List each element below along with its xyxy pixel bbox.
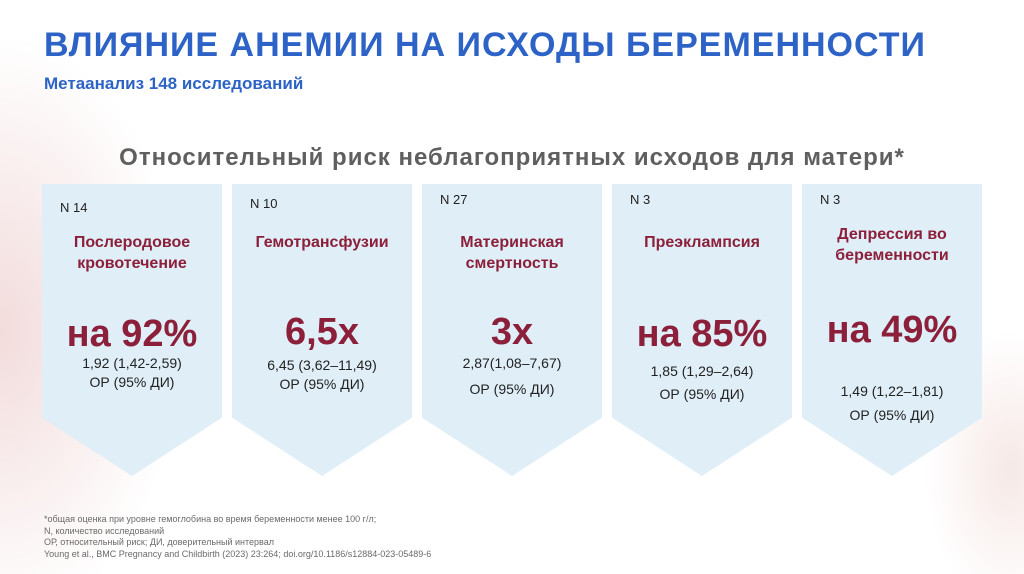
page-title: ВЛИЯНИЕ АНЕМИИ НА ИСХОДЫ БЕРЕМЕННОСТИ (44, 26, 926, 64)
outcome-title: Материнская смертность (422, 232, 602, 274)
outcome-title-line: кровотечение (77, 255, 187, 272)
study-count: N 10 (250, 196, 278, 211)
footnote-line: Young et al., BMC Pregnancy and Childbir… (44, 548, 432, 559)
risk-value: 6,5х (285, 311, 359, 353)
card-preeclampsia: N 3 Преэклампсия на 85% 1,85 (1,29–2,64)… (612, 184, 792, 476)
outcome-title-line: беременности (835, 247, 949, 264)
risk-value: на 49% (826, 309, 958, 351)
risk-ci-label: ОР (95% ДИ) (469, 381, 555, 397)
study-count: N 27 (440, 192, 468, 207)
outcome-title-line: Материнская (460, 234, 564, 251)
outcome-title: Депрессия во беременности (802, 224, 982, 266)
outcome-title-line: Преэклампсия (644, 234, 760, 251)
footnotes: *общая оценка при уровне гемоглобина во … (44, 514, 431, 560)
study-count: N 3 (630, 192, 651, 207)
outcome-title: Гемотрансфузии (232, 232, 412, 253)
risk-ci: 1,92 (1,42-2,59) (82, 355, 182, 371)
study-count: N 14 (60, 200, 88, 215)
risk-ci-label: ОР (95% ДИ) (849, 407, 935, 423)
study-count: N 3 (820, 192, 841, 207)
risk-ci: 1,49 (1,22–1,81) (840, 383, 944, 399)
risk-value: 3х (490, 311, 534, 353)
risk-value: на 85% (636, 313, 768, 355)
outcome-title-line: Гемотрансфузии (255, 234, 389, 251)
risk-value: на 92% (66, 313, 198, 355)
risk-ci-label: ОР (95% ДИ) (279, 376, 365, 392)
section-heading: Относительный риск неблагоприятных исход… (119, 144, 905, 171)
card-transfusion: N 10 Гемотрансфузии 6,5х 6,45 (3,62–11,4… (232, 184, 412, 476)
risk-ci: 1,85 (1,29–2,64) (650, 363, 754, 379)
risk-ci: 2,87(1,08–7,67) (462, 355, 562, 371)
card-maternal-mortality: N 27 Материнская смертность 3х 2,87(1,08… (422, 184, 602, 476)
outcome-title-line: Депрессия во (837, 226, 947, 243)
footnote-line: ОР, относительный риск; ДИ, доверительны… (44, 537, 274, 547)
footnote-line: *общая оценка при уровне гемоглобина во … (44, 514, 377, 524)
risk-ci-label: ОР (95% ДИ) (89, 374, 175, 390)
card-postpartum-hemorrhage: N 14 Послеродовое кровотечение на 92% 1,… (42, 184, 222, 476)
outcome-title: Преэклампсия (612, 232, 792, 253)
outcome-title-line: смертность (465, 255, 559, 272)
risk-ci-label: ОР (95% ДИ) (659, 386, 745, 402)
risk-ci: 6,45 (3,62–11,49) (267, 357, 377, 373)
card-depression: N 3 Депрессия во беременности на 49% 1,4… (802, 184, 982, 476)
footnote-line: N, количество исследований (44, 525, 165, 536)
outcome-title: Послеродовое кровотечение (42, 232, 222, 274)
page-subtitle: Метаанализ 148 исследований (44, 74, 304, 93)
outcome-title-line: Послеродовое (73, 234, 191, 251)
